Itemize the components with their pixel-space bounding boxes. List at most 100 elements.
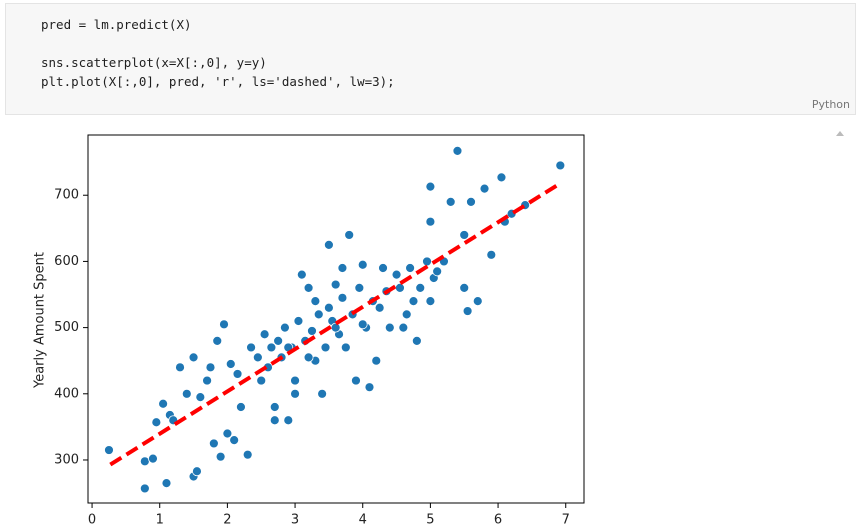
scatter-point [401, 309, 412, 320]
scatter-point [280, 322, 290, 333]
scatter-point [293, 316, 304, 326]
scatter-point [307, 326, 317, 336]
scatter-point [323, 302, 334, 313]
scatter-point [351, 375, 361, 386]
x-tick-label: 3 [291, 513, 299, 528]
scatter-point [344, 230, 355, 240]
scatter-point [466, 196, 476, 207]
scatter-point [391, 269, 402, 280]
scatter-point [378, 263, 388, 273]
scatter-point [303, 352, 314, 363]
scatter-point [340, 342, 351, 353]
scatter-point [452, 145, 463, 156]
scatter-point [462, 306, 473, 316]
scatter-point [330, 322, 341, 333]
scatter-point [479, 183, 490, 194]
scatter-point [139, 456, 150, 467]
scatter-point [357, 259, 368, 270]
scatter-point [337, 263, 348, 273]
scatter-point [215, 451, 226, 462]
scatter-point [252, 352, 263, 363]
scatter-point [205, 362, 216, 373]
scatter-point [158, 398, 169, 409]
scatter-point [161, 478, 172, 489]
scatter-point [411, 335, 422, 346]
scatter-point [486, 249, 497, 260]
scatter-point [384, 322, 395, 333]
scatter-point [371, 355, 382, 366]
scatter-point [266, 342, 277, 353]
code-line: sns.scatterplot(x=X[:,0], y=y) [41, 55, 267, 70]
y-tick-label: 400 [54, 386, 79, 401]
scatter-point [445, 196, 456, 207]
scatter-point [104, 445, 114, 455]
scatter-point [323, 239, 334, 250]
scatter-point [208, 438, 219, 449]
scatter-point [313, 309, 324, 320]
scatter-point [256, 375, 267, 386]
x-tick-label: 6 [494, 513, 502, 528]
fit-line [109, 181, 562, 467]
scatter-point [192, 466, 202, 477]
scatter-point [472, 296, 483, 307]
scatter-point [330, 279, 341, 290]
scatter-point [408, 296, 419, 307]
scatter-point [225, 359, 236, 369]
scatter-point [374, 302, 385, 313]
scatter-point [555, 160, 566, 171]
x-tick-label: 7 [562, 513, 570, 528]
scatter-point [415, 282, 426, 293]
x-tick-label: 4 [359, 513, 367, 528]
scatter-point [151, 417, 162, 428]
y-tick-label: 300 [54, 452, 79, 467]
y-tick-label: 600 [54, 254, 79, 269]
scatter-point [222, 428, 233, 439]
scatter-point [219, 319, 229, 330]
scatter-point [310, 296, 321, 307]
scatter-point [283, 415, 294, 426]
scatter-point [296, 269, 307, 280]
scatter-point [320, 342, 331, 353]
scatter-point [139, 483, 150, 494]
scatter-point [496, 172, 507, 183]
scatter-point [290, 388, 300, 399]
scatter-point [148, 453, 158, 464]
scatter-point [405, 263, 415, 273]
scatter-point [273, 335, 284, 346]
scatter-point [259, 329, 270, 340]
scatter-point [459, 282, 470, 293]
scatter-point [354, 282, 365, 293]
scatter-point [364, 382, 375, 393]
x-tick-label: 1 [156, 513, 164, 528]
code-cell[interactable]: pred = lm.predict(X) sns.scatterplot(x=X… [5, 3, 856, 115]
x-tick-label: 0 [88, 513, 96, 528]
scatter-point [195, 392, 206, 403]
scatter-point [422, 256, 432, 267]
scatter-point [188, 352, 199, 363]
scatter-point [395, 282, 405, 293]
scroll-arrow[interactable] [836, 131, 844, 136]
scatter-point [212, 335, 223, 346]
scatter-point [317, 388, 328, 399]
scatter-point [269, 415, 280, 426]
x-tick-label: 5 [426, 513, 434, 528]
scatter-point [269, 402, 280, 412]
scatter-point [232, 369, 243, 379]
scatter-point [242, 449, 253, 460]
y-tick-label: 700 [54, 188, 79, 203]
scatter-point [398, 322, 409, 333]
code-line: plt.plot(X[:,0], pred, 'r', ls='dashed',… [41, 74, 395, 89]
y-axis-label: Yearly Amount Spent [33, 252, 48, 389]
scatter-point [337, 292, 348, 303]
language-label: Python [811, 98, 850, 111]
scatter-point [175, 362, 185, 373]
scatter-point [432, 266, 443, 277]
scatter-point [246, 342, 256, 353]
scatter-point [236, 402, 246, 412]
scatter-point [357, 319, 368, 330]
scatter-point [303, 282, 314, 293]
x-tick-label: 2 [223, 513, 231, 528]
scatter-point [459, 230, 470, 240]
